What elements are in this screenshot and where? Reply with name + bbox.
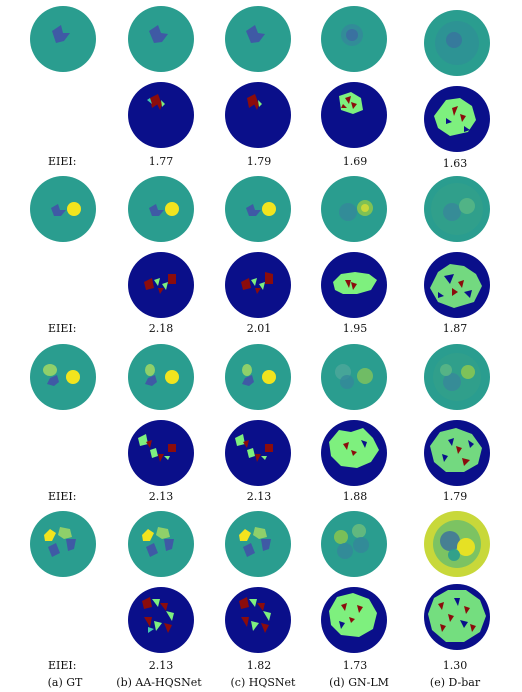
row4-score-gn-lm: 1.73 [342,659,368,672]
r4-aa-hqsnet-reconstruction [128,511,194,577]
row1-score-d-bar: 1.63 [442,157,468,170]
row3-score-gn-lm: 1.88 [342,490,368,503]
r1-hqsnet-reconstruction [225,6,291,72]
caption-d-bar: (e) D-bar [429,676,481,689]
r1-gn-lm-error-map [321,82,387,148]
r2-aa-hqsnet-reconstruction [128,176,194,242]
r3-gn-lm-reconstruction [321,344,387,410]
r3-gn-lm-error-map [321,420,387,486]
r2-gn-lm-error-map [321,252,387,318]
r2-d-bar-error-map [424,252,490,318]
r3-gt-reconstruction [30,344,96,410]
r4-gt-reconstruction [30,511,96,577]
row4-label: EIEI: [48,659,77,672]
r2-gn-lm-reconstruction [321,176,387,242]
row4-score-d-bar: 1.30 [442,659,468,672]
r4-aa-hqsnet-error-map [128,587,194,653]
row2-score-hqsnet: 2.01 [246,322,272,335]
row2-score-aa-hqsnet: 2.18 [148,322,174,335]
row2-score-d-bar: 1.87 [442,322,468,335]
row3-score-hqsnet: 2.13 [246,490,272,503]
r1-d-bar-error-map [424,86,490,152]
caption-gt: (a) GT [47,676,83,689]
r3-d-bar-reconstruction [424,344,490,410]
caption-aa-hqsnet: (b) AA-HQSNet [116,676,202,689]
row1-score-aa-hqsnet: 1.77 [148,155,174,168]
r4-hqsnet-reconstruction [225,511,291,577]
r3-hqsnet-error-map [225,420,291,486]
row2-label: EIEI: [48,322,77,335]
row2-score-gn-lm: 1.95 [342,322,368,335]
row3-label: EIEI: [48,490,77,503]
caption-hqsnet: (c) HQSNet [230,676,296,689]
row1-score-gn-lm: 1.69 [342,155,368,168]
row3-score-aa-hqsnet: 2.13 [148,490,174,503]
r2-hqsnet-reconstruction [225,176,291,242]
r2-aa-hqsnet-error-map [128,252,194,318]
r1-aa-hqsnet-error-map [128,82,194,148]
row1-score-hqsnet: 1.79 [246,155,272,168]
r4-gn-lm-error-map [321,587,387,653]
caption-gn-lm: (d) GN-LM [329,676,389,689]
r3-d-bar-error-map [424,420,490,486]
r1-gn-lm-reconstruction [321,6,387,72]
r1-d-bar-reconstruction [424,10,490,76]
r3-aa-hqsnet-reconstruction [128,344,194,410]
r3-hqsnet-reconstruction [225,344,291,410]
r3-aa-hqsnet-error-map [128,420,194,486]
row1-label: EIEI: [48,155,77,168]
r2-gt-reconstruction [30,176,96,242]
r4-d-bar-reconstruction [424,511,490,577]
r2-hqsnet-error-map [225,252,291,318]
r1-gt-reconstruction [30,6,96,72]
r4-hqsnet-error-map [225,587,291,653]
r2-d-bar-reconstruction [424,176,490,242]
row4-score-hqsnet: 1.82 [246,659,272,672]
r4-gn-lm-reconstruction [321,511,387,577]
r4-d-bar-error-map [424,584,490,650]
row4-score-aa-hqsnet: 2.13 [148,659,174,672]
row3-score-d-bar: 1.79 [442,490,468,503]
r1-hqsnet-error-map [225,82,291,148]
r1-aa-hqsnet-reconstruction [128,6,194,72]
